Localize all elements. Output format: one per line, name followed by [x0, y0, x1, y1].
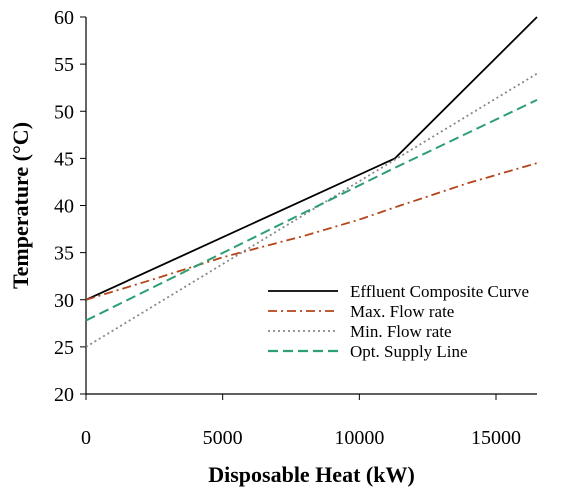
y-tick-label: 40 — [54, 196, 74, 218]
y-tick-label: 30 — [54, 290, 74, 312]
series-lines — [85, 16, 538, 348]
y-axis-title: Temperature (°C) — [8, 122, 33, 289]
series-line-2 — [85, 162, 538, 301]
y-tick-label: 55 — [54, 54, 74, 76]
y-tick-label: 35 — [54, 243, 74, 265]
x-axis-title: Disposable Heat (kW) — [208, 462, 415, 487]
y-tick-label: 45 — [54, 148, 74, 170]
x-tick-label: 10000 — [334, 427, 384, 449]
tick-labels: 20 25 30 35 40 45 50 55 60 0 5000 10000 15000 — [54, 7, 521, 449]
y-tick-label: 20 — [54, 384, 74, 406]
legend-entry-label: Opt. Supply Line — [350, 342, 468, 361]
legend-entry-label: Min. Flow rate — [350, 322, 452, 341]
series-line-3 — [85, 72, 538, 348]
y-tick-label: 50 — [54, 101, 74, 123]
y-tick-label: 60 — [54, 7, 74, 29]
series-line-4 — [85, 98, 538, 322]
x-tick-label: 5000 — [203, 427, 243, 449]
y-tick-label: 25 — [54, 337, 74, 359]
legend-entry-label: Effluent Composite Curve — [350, 282, 529, 301]
x-tick-label: 0 — [81, 427, 91, 449]
axes — [80, 16, 537, 400]
series-line-1 — [85, 16, 538, 301]
legend-entry-label: Max. Flow rate — [350, 302, 454, 321]
x-tick-label: 15000 — [471, 427, 521, 449]
